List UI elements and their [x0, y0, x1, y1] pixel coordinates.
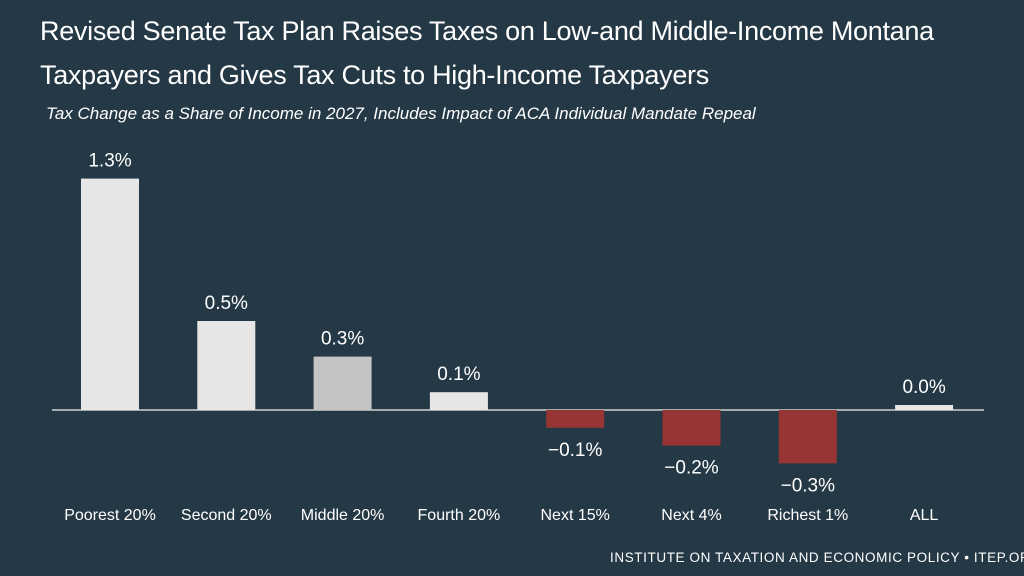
value-label-1: 0.5%	[205, 293, 248, 314]
value-label-3: 0.1%	[437, 364, 480, 385]
category-label-2: Middle 20%	[301, 507, 385, 524]
bar-1	[197, 321, 256, 410]
value-label-4: −0.1%	[548, 440, 603, 461]
source-credit: INSTITUTE ON TAXATION AND ECONOMIC POLIC…	[610, 550, 1024, 565]
category-label-0: Poorest 20%	[64, 507, 156, 524]
bar-4	[546, 410, 605, 428]
chart-title-line-1: Revised Senate Tax Plan Raises Taxes on …	[40, 16, 934, 46]
value-label-5: −0.2%	[664, 458, 719, 479]
value-label-2: 0.3%	[321, 329, 364, 350]
bar-5	[662, 410, 721, 446]
chart-subtitle: Tax Change as a Share of Income in 2027,…	[46, 104, 756, 123]
chart-title-line-2: Taxpayers and Gives Tax Cuts to High-Inc…	[40, 60, 709, 90]
category-label-3: Fourth 20%	[418, 507, 501, 524]
value-label-6: −0.3%	[781, 475, 836, 496]
bar-7	[895, 405, 954, 410]
category-label-4: Next 15%	[541, 507, 610, 524]
category-label-7: ALL	[910, 507, 939, 524]
category-label-5: Next 4%	[661, 507, 721, 524]
bar-2	[313, 356, 372, 410]
category-label-1: Second 20%	[181, 507, 272, 524]
category-label-6: Richest 1%	[767, 507, 848, 524]
bar-6	[778, 410, 837, 464]
value-label-0: 1.3%	[88, 151, 131, 172]
bar-0	[81, 178, 139, 410]
value-label-7: 0.0%	[902, 377, 945, 398]
bar-3	[429, 392, 488, 410]
